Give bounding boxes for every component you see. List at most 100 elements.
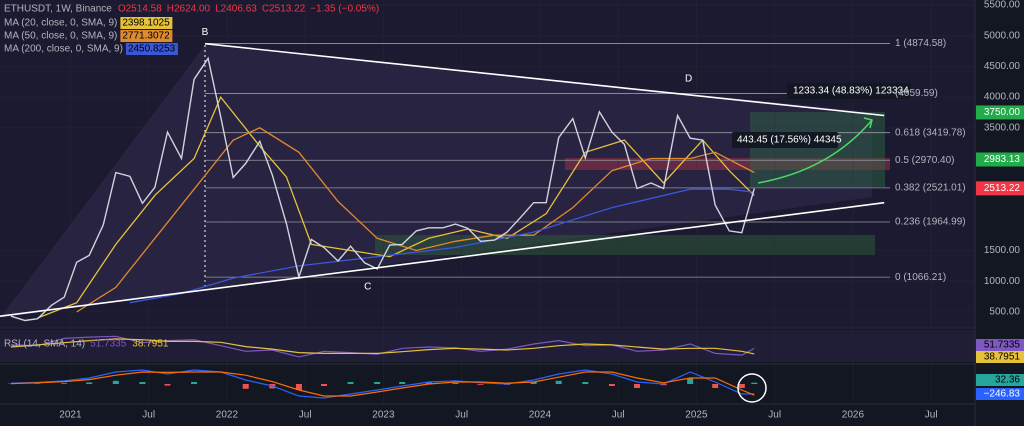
legend-name: MA (200, close, 0, SMA, 9) <box>4 44 123 55</box>
measure-box <box>732 132 838 148</box>
ohlc-value: C2513.22 <box>262 4 306 15</box>
legend-swatch <box>120 30 173 42</box>
x-tick-label: 2026 <box>842 410 865 421</box>
rsi-axis-bg <box>976 351 1024 363</box>
x-tick-label: Jul <box>768 410 781 421</box>
x-tick-label: Jul <box>142 410 155 421</box>
signal-line <box>10 371 755 397</box>
fib-label: 0.5 (2970.40) <box>895 155 955 166</box>
measure-box <box>787 83 911 99</box>
y-tick-label: 4000.00 <box>984 92 1021 103</box>
macd-bar <box>660 384 667 386</box>
point-label: D <box>685 73 692 84</box>
macd-bar <box>374 382 381 384</box>
price-label-bg <box>976 152 1024 167</box>
arrow-head <box>863 117 873 129</box>
highlight-circle <box>737 373 767 403</box>
price-line <box>10 56 755 322</box>
macd-bar <box>61 383 68 384</box>
legend-swatch <box>120 17 173 29</box>
y-tick-label: 5000.00 <box>984 30 1021 41</box>
fib-label: 0 (1066.21) <box>895 272 946 283</box>
macd-axis-label: 32.36 <box>995 375 1020 386</box>
fib-label: 0.618 (3419.78) <box>895 127 966 138</box>
macd-bar <box>425 382 432 384</box>
measure-label: 1233.34 (48.83%) 123334 <box>793 86 909 97</box>
macd-bar <box>139 382 146 384</box>
ohlc-value: −1.35 (−0.05%) <box>310 4 379 15</box>
moving-average <box>37 95 755 319</box>
legend-name: MA (20, close, 0, SMA, 9) <box>4 18 117 29</box>
fib-label: 0.382 (2521.01) <box>895 183 966 194</box>
macd-bar <box>347 382 354 384</box>
legend-name: MA (50, close, 0, SMA, 9) <box>4 31 117 42</box>
point-label: C <box>364 281 371 292</box>
macd-axis-bg <box>976 374 1024 386</box>
fib-label: 1 (4874.58) <box>895 38 946 49</box>
y-tick-label: 3500.00 <box>984 122 1021 133</box>
legend-value: 2771.3072 <box>122 31 170 42</box>
y-tick-label: 4500.00 <box>984 61 1021 72</box>
y-tick-label: 1500.00 <box>984 245 1021 256</box>
rsi-label: RSI (14, SMA, 14) <box>4 339 85 350</box>
rsi-axis-label: 38.7951 <box>984 352 1021 363</box>
fib-label: 0.236 (1964.99) <box>895 217 966 228</box>
macd-bar <box>530 382 537 384</box>
x-tick-label: Jul <box>612 410 625 421</box>
fib-label: (4059.59) <box>895 88 938 99</box>
macd-bar <box>191 382 198 384</box>
ohlc-value: O2514.58 <box>118 4 162 15</box>
projection-arrow <box>757 119 873 184</box>
y-tick-label: 5500.00 <box>984 0 1021 11</box>
macd-axis-label: −246.83 <box>984 389 1021 400</box>
target-zone <box>750 112 885 187</box>
macd-bar <box>712 384 719 388</box>
support-zone <box>375 235 875 255</box>
x-tick-label: 2022 <box>216 410 239 421</box>
x-tick-label: 2024 <box>529 410 552 421</box>
price-label: 2983.13 <box>984 154 1021 165</box>
rsi-line <box>10 338 755 355</box>
rsi-value: 38.7951 <box>132 339 169 350</box>
macd-bar <box>86 382 93 384</box>
macd-bar <box>320 384 327 386</box>
symbol-title: ETHUSDT, 1W, Binance <box>4 4 112 15</box>
macd-bar <box>452 382 459 384</box>
macd-bar <box>751 382 758 384</box>
x-tick-label: 2021 <box>59 410 82 421</box>
moving-average <box>76 127 755 313</box>
macd-bar <box>112 380 119 384</box>
legend-swatch <box>125 43 178 55</box>
y-tick-label: 1000.00 <box>984 276 1021 287</box>
x-tick-label: Jul <box>455 410 468 421</box>
triangle-fill <box>0 45 872 318</box>
x-tick-label: Jul <box>925 410 938 421</box>
price-label-bg <box>976 105 1024 120</box>
rsi-line <box>10 335 755 358</box>
rsi-axis-bg <box>976 339 1024 351</box>
macd-bar <box>633 384 640 388</box>
macd-bar <box>399 382 406 384</box>
macd-bar <box>242 384 249 389</box>
x-tick-label: 2023 <box>372 410 395 421</box>
x-tick-label: Jul <box>299 410 312 421</box>
price-label-bg <box>976 181 1024 196</box>
rsi-axis-label: 51.7335 <box>984 340 1021 351</box>
macd-bar <box>582 382 589 384</box>
macd-line <box>10 369 755 399</box>
price-label: 3750.00 <box>984 107 1021 118</box>
point-label: B <box>202 27 209 38</box>
macd-bar <box>738 384 745 388</box>
rsi-value: 51.7335 <box>90 339 127 350</box>
trendline <box>0 201 885 317</box>
macd-bar <box>687 378 694 384</box>
macd-bar <box>555 380 562 384</box>
plot-layer <box>0 42 890 399</box>
legend-value: 2398.1025 <box>122 18 170 29</box>
macd-bar <box>477 384 484 385</box>
y-tick-label: 500.00 <box>989 307 1020 318</box>
price-label: 2513.22 <box>984 183 1021 194</box>
ohlc-value: L2406.63 <box>215 4 257 15</box>
macd-bar <box>295 384 302 390</box>
